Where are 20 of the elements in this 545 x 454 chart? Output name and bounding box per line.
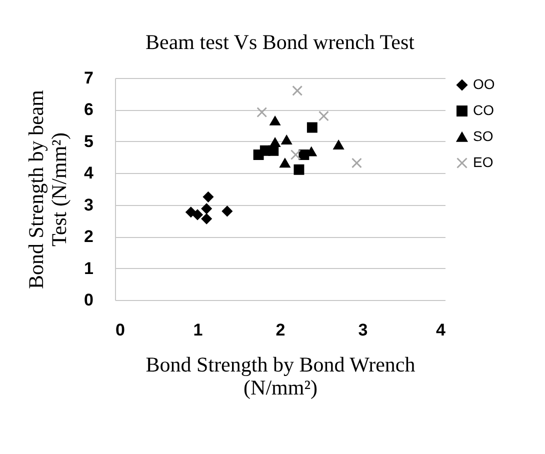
y-tick-label: 3	[84, 195, 94, 214]
x-tick-label: 1	[193, 320, 203, 340]
legend-label: EO	[473, 154, 494, 170]
y-tick-label: 6	[84, 100, 94, 120]
chart-title: Beam test Vs Bond wrench Test	[146, 30, 415, 54]
x-tick-label: 0	[116, 320, 125, 340]
y-tick-label: 2	[84, 227, 94, 246]
y-tick-label: 4	[84, 164, 94, 183]
y-axis-title: Bond Strength by beam Test (N/mm²)	[24, 90, 72, 289]
y-tick-label: 5	[84, 132, 94, 151]
legend-label: SO	[473, 128, 494, 144]
y-tick-label: 0	[84, 290, 94, 310]
legend-label: CO	[473, 102, 494, 118]
x-tick-label: 2	[276, 320, 286, 340]
y-tick-label: 1	[84, 258, 94, 278]
x-axis-title: Bond Strength by Bond Wrench (N/mm²)	[146, 352, 416, 400]
y-tick-label: 7	[84, 68, 94, 88]
x-tick-label: 3	[358, 320, 368, 340]
legend-label: OO	[473, 76, 495, 92]
x-tick-label: 4	[436, 320, 446, 340]
